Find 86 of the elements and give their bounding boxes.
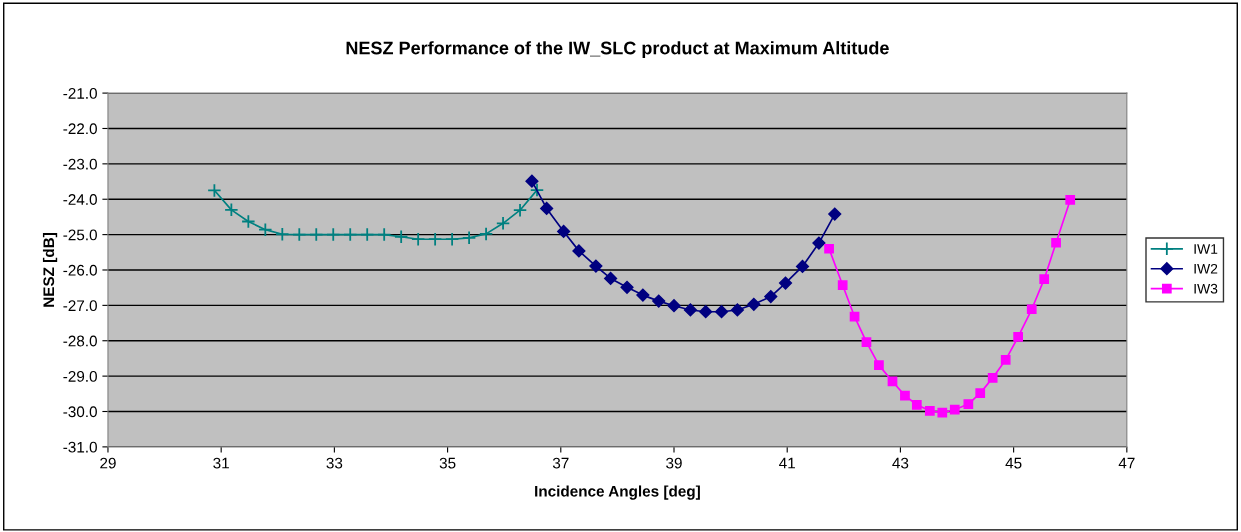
point: [394, 229, 409, 244]
point: [461, 230, 477, 245]
point: [949, 404, 960, 415]
y-tick-label: -22.0: [63, 123, 97, 135]
point: [326, 227, 341, 242]
point: [377, 227, 392, 242]
point: [975, 388, 986, 398]
point: [1039, 274, 1050, 285]
point: [778, 276, 793, 290]
point: [828, 207, 842, 221]
point: [540, 201, 554, 216]
x-tick-label: 45: [1005, 457, 1022, 469]
point: [699, 305, 713, 319]
x-tick-label: 41: [779, 457, 795, 469]
point: [824, 243, 834, 254]
x-tick-label: 39: [666, 457, 682, 469]
point: [667, 299, 681, 313]
point: [812, 236, 826, 250]
point: [1013, 331, 1024, 342]
point: [849, 311, 860, 322]
y-axis-title: NESZ [dB]: [42, 233, 58, 307]
x-tick-label: 29: [100, 457, 116, 469]
y-tick-label: -24.0: [63, 194, 97, 205]
x-tick-label: 37: [552, 457, 569, 469]
y-tick-label: -27.0: [63, 300, 97, 312]
point: [224, 202, 239, 218]
y-tick-label: -26.0: [63, 264, 97, 276]
legend-label: IW3: [1194, 283, 1218, 294]
point: [837, 280, 848, 291]
point: [343, 227, 358, 242]
point: [987, 373, 998, 383]
y-tick-label: -31.0: [63, 441, 97, 453]
point: [963, 399, 974, 409]
point: [1000, 354, 1011, 365]
point: [764, 289, 778, 304]
y-tick-label: -25.0: [63, 229, 97, 241]
point: [512, 203, 528, 218]
x-axis-title: Incidence Angles [deg]: [535, 485, 700, 500]
point: [495, 216, 511, 231]
y-tick-label: -23.0: [63, 158, 97, 170]
x-tick-label: 31: [213, 457, 229, 469]
point: [911, 399, 922, 410]
x-tick-label: 33: [326, 457, 343, 469]
point: [557, 224, 571, 239]
point: [444, 232, 460, 247]
point: [636, 288, 650, 302]
point: [730, 303, 744, 317]
point: [747, 297, 761, 311]
point: [1051, 237, 1061, 248]
x-tick-label: 43: [892, 457, 909, 469]
y-tick-label: -21.0: [63, 87, 97, 99]
point: [861, 337, 872, 348]
point: [683, 303, 698, 317]
point: [1026, 304, 1037, 315]
point: [1065, 195, 1076, 205]
point: [714, 305, 729, 319]
chart-title: NESZ Performance of the IW_SLC product at Maximum Altitude: [346, 41, 889, 58]
point: [529, 182, 545, 198]
point: [275, 227, 290, 242]
x-tick-label: 47: [1118, 457, 1135, 469]
y-tick-label: -28.0: [63, 335, 97, 347]
point: [620, 280, 634, 294]
point: [360, 227, 375, 242]
point: [874, 360, 884, 371]
point: [292, 227, 307, 242]
x-tick-label: 35: [439, 457, 456, 469]
point: [478, 226, 494, 242]
point: [924, 405, 935, 416]
point: [795, 259, 810, 274]
point: [525, 174, 539, 188]
legend-label: IW1: [1194, 244, 1218, 254]
point: [410, 232, 426, 247]
point: [241, 214, 256, 229]
point: [900, 390, 910, 401]
point: [427, 232, 443, 247]
point: [652, 294, 666, 308]
legend-label: IW2: [1194, 263, 1218, 274]
point: [572, 244, 586, 258]
y-tick-label: -29.0: [63, 370, 97, 382]
point: [589, 259, 603, 273]
point: [937, 407, 948, 418]
point: [207, 183, 222, 198]
point: [258, 222, 273, 237]
point: [604, 271, 618, 286]
y-tick-label: -30.0: [63, 406, 97, 418]
point: [309, 227, 324, 242]
